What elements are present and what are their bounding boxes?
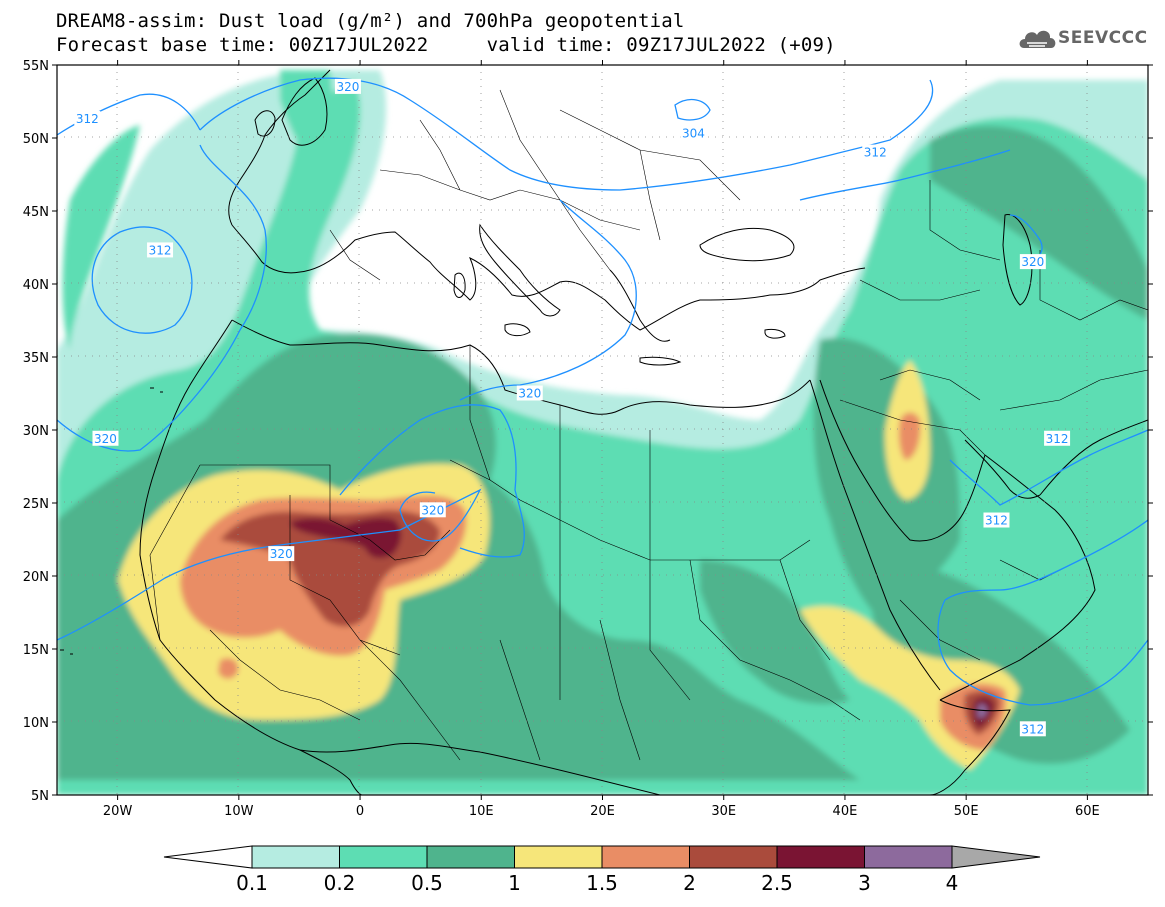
colorbar-low-arrow — [163, 845, 253, 869]
lat-label: 10N — [23, 716, 49, 731]
colorbar-segment — [776, 845, 865, 869]
contour-label: 320 — [94, 432, 117, 446]
colorbar-label: 0.2 — [324, 871, 356, 895]
lat-label: 40N — [23, 278, 49, 293]
lon-label: 0 — [356, 804, 364, 819]
contour-label-bg — [268, 546, 295, 562]
colorbar-label: 1.5 — [586, 871, 618, 895]
graticule — [57, 65, 1148, 795]
colorbar-segment — [514, 845, 603, 869]
contour-label-bg — [680, 125, 707, 141]
dust-load-field — [57, 70, 1148, 795]
lat-label: 55N — [23, 59, 49, 74]
contour-label: 320 — [421, 503, 444, 517]
contour-label-bg — [983, 512, 1010, 528]
contour-label-bg — [1019, 254, 1046, 270]
colorbar-segment — [339, 845, 428, 869]
colorbar-segment — [864, 845, 953, 869]
contour-label: 320 — [1021, 255, 1044, 269]
cloud-icon — [1019, 30, 1056, 48]
lon-label: 40E — [833, 804, 858, 819]
contour-label: 312 — [864, 146, 887, 160]
lat-label: 35N — [23, 351, 49, 366]
contour-label: 312 — [149, 243, 172, 257]
contour-label-bg — [147, 242, 174, 258]
contour-label: 304 — [682, 127, 705, 141]
logo: SEEVCCC — [1018, 24, 1158, 54]
colorbar-high-arrow — [951, 845, 1041, 869]
lon-label: 20E — [590, 804, 615, 819]
longitude-axis: 20W 10W 0 10E 20E 30E 40E 50E 60E — [103, 60, 1100, 819]
contour-label-bg — [334, 78, 361, 94]
lat-label: 15N — [23, 643, 49, 658]
contour-label: 320 — [270, 547, 293, 561]
lon-label: 60E — [1075, 804, 1100, 819]
contour-label: 312 — [76, 112, 99, 126]
logo-text: SEEVCCC — [1058, 28, 1148, 48]
geopotential-contours — [57, 77, 1148, 706]
contour-label: 320 — [518, 387, 541, 401]
lat-label: 5N — [31, 789, 49, 804]
colorbar-segment — [689, 845, 778, 869]
contour-label: 320 — [336, 80, 359, 94]
contour-label: 312 — [1021, 722, 1044, 736]
lat-label: 50N — [23, 132, 49, 147]
contour-labels: 320 312 304 312 312 320 320 320 312 320 312 320 312 — [74, 78, 1071, 737]
contour-label-bg — [92, 430, 119, 446]
lon-label: 50E — [954, 804, 979, 819]
colorbar-label: 0.5 — [411, 871, 443, 895]
map-title: DREAM8-assim: Dust load (g/m²) and 700hP… — [56, 10, 685, 32]
contour-label-bg — [1044, 430, 1071, 446]
colorbar-segment — [251, 845, 340, 869]
colorbar-label: 2 — [683, 871, 696, 895]
contour-label-bg — [516, 385, 543, 401]
lon-label: 10E — [469, 804, 494, 819]
country-borders — [149, 89, 1148, 761]
forecast-time: Forecast base time: 00Z17JUL2022 valid t… — [56, 34, 836, 56]
colorbar: 0.1 0.2 0.5 1 1.5 2 2.5 3 4 — [163, 845, 1041, 895]
colorbar-label: 3 — [858, 871, 871, 895]
contour-label-bg — [1019, 721, 1046, 737]
contour-label-bg — [74, 111, 101, 127]
lon-label: 10W — [224, 804, 254, 819]
contour-label: 312 — [1046, 432, 1069, 446]
colorbar-segment — [601, 845, 690, 869]
lat-label: 25N — [23, 497, 49, 512]
latitude-axis: 55N 50N 45N 40N 35N 30N 25N 20N 15N 10N 5N — [23, 59, 1153, 804]
contour-label: 312 — [985, 514, 1008, 528]
colorbar-label: 2.5 — [761, 871, 793, 895]
lat-label: 30N — [23, 424, 49, 439]
lat-label: 45N — [23, 205, 49, 220]
contour-label-bg — [419, 502, 446, 518]
lon-label: 30E — [711, 804, 736, 819]
contour-label-bg — [862, 144, 889, 160]
colorbar-label: 1 — [508, 871, 521, 895]
colorbar-segment — [426, 845, 515, 869]
colorbar-label: 0.1 — [236, 871, 268, 895]
lat-label: 20N — [23, 570, 49, 585]
colorbar-label: 4 — [946, 871, 959, 895]
lon-label: 20W — [103, 804, 133, 819]
